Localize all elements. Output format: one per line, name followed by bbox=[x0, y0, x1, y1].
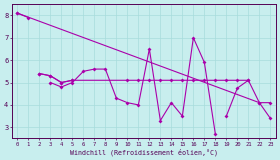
X-axis label: Windchill (Refroidissement éolien,°C): Windchill (Refroidissement éolien,°C) bbox=[70, 148, 218, 156]
